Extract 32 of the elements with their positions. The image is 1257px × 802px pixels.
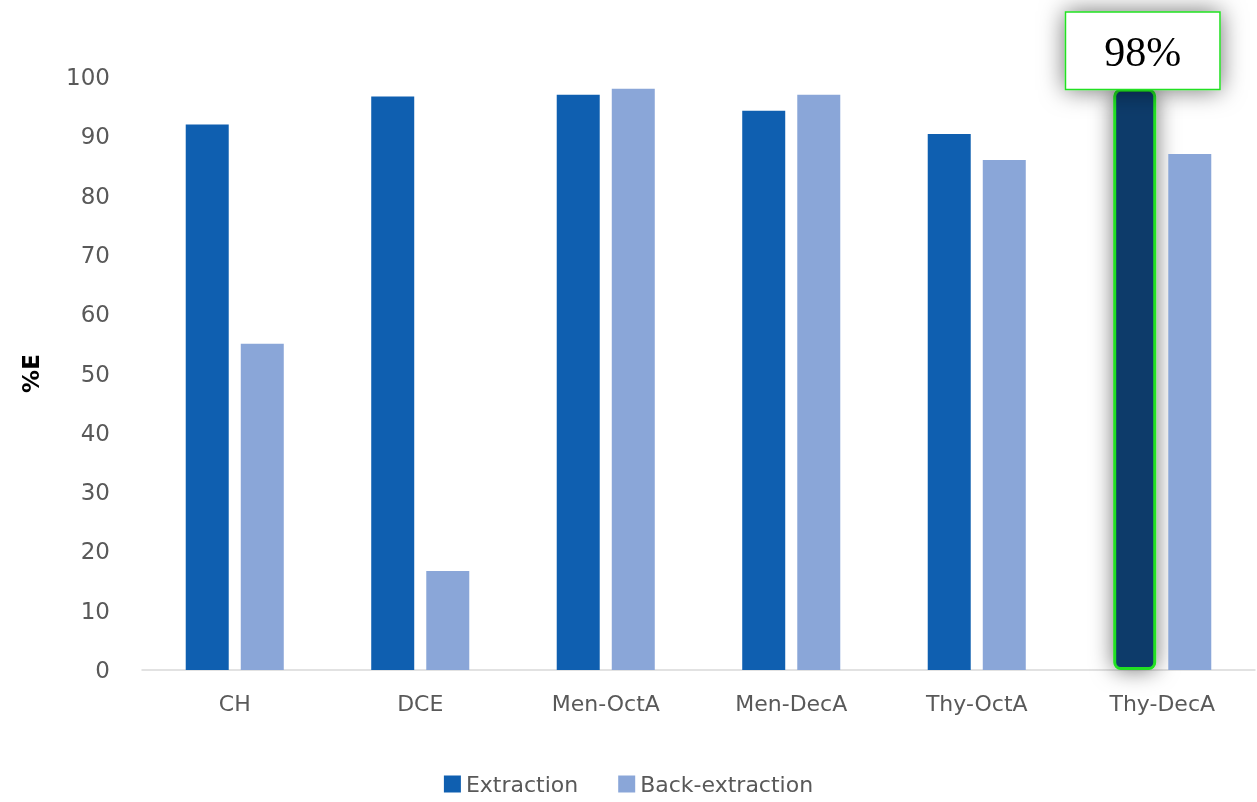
data-label: 98% <box>1104 28 1182 75</box>
bar <box>1168 154 1212 670</box>
x-tick-label: Thy-OctA <box>924 690 1028 716</box>
y-tick-label: 30 <box>80 479 110 506</box>
y-tick-label: 20 <box>80 538 110 565</box>
x-tick-label: CH <box>218 690 251 716</box>
y-tick-label: 70 <box>80 241 110 268</box>
bar <box>240 343 284 670</box>
bar <box>797 94 841 670</box>
x-tick-label: Men-DecA <box>735 690 848 716</box>
y-tick-label: 90 <box>80 123 110 150</box>
y-tick-label: 80 <box>80 182 110 209</box>
bar <box>982 160 1026 670</box>
bar <box>742 110 786 670</box>
bar <box>611 88 655 670</box>
legend-label: Back-extraction <box>640 771 814 797</box>
x-tick-label: Thy-DecA <box>1108 690 1216 716</box>
bar <box>556 94 600 670</box>
x-tick-label: DCE <box>397 690 444 716</box>
y-tick-label: 40 <box>80 419 110 446</box>
bar <box>371 96 415 670</box>
y-tick-label: 60 <box>80 301 110 328</box>
y-tick-label: 0 <box>95 657 110 683</box>
y-axis-title: %E <box>17 354 44 393</box>
x-tick-label: Men-OctA <box>551 690 660 716</box>
legend-label: Extraction <box>465 771 579 797</box>
y-tick-label: 50 <box>80 360 110 387</box>
bar <box>185 124 229 670</box>
bar <box>927 133 971 670</box>
bar <box>426 570 470 670</box>
y-tick-label: 100 <box>66 64 110 90</box>
y-tick-label: 10 <box>80 597 110 624</box>
